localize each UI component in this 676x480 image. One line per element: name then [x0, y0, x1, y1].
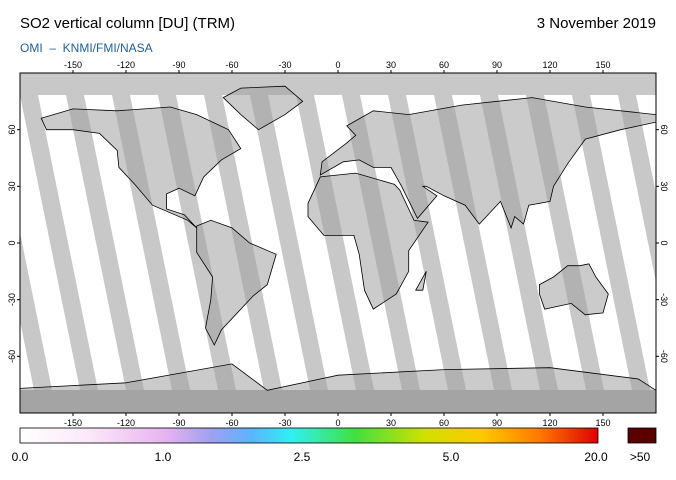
lon-label-bottom: -150: [64, 418, 82, 428]
lat-label-left: -30: [7, 293, 17, 306]
colorbar-overflow-label: >50: [630, 450, 651, 464]
lon-label-top: 60: [439, 60, 449, 70]
lon-label-top: 30: [386, 60, 396, 70]
orbit-gap: [66, 95, 144, 390]
colorbar-label: 1.0: [155, 450, 172, 464]
lon-label-top: -30: [278, 60, 291, 70]
lat-label-right: 30: [659, 181, 669, 191]
land: [20, 85, 656, 413]
lat-label-right: -30: [659, 293, 669, 306]
lon-label-top: 150: [595, 60, 610, 70]
landmass: [40, 106, 242, 229]
lat-label-right: -60: [659, 350, 669, 363]
date: 3 November 2019: [537, 15, 656, 32]
orbit-gap: [0, 95, 6, 390]
orbit-gap: [572, 95, 650, 390]
landmass: [20, 363, 656, 413]
lon-label-top: 90: [492, 60, 502, 70]
lon-label-bottom: -60: [225, 418, 238, 428]
colorbar-label: 2.5: [294, 450, 311, 464]
lat-label-left: 60: [7, 125, 17, 135]
ticks: -150 -150 -120 -120 -90 -90 -60 -60 -30 -30 0 0 30 30…: [7, 60, 669, 428]
colorbar-label: 20.0: [584, 450, 608, 464]
orbit-gap: [618, 95, 656, 282]
lon-label-bottom: 60: [439, 418, 449, 428]
landmass: [415, 271, 427, 291]
lon-label-bottom: 120: [542, 418, 557, 428]
lat-label-left: 30: [7, 181, 17, 191]
colorbar-label: 5.0: [443, 450, 460, 464]
lat-label-left: -60: [7, 350, 17, 363]
lon-label-top: 120: [542, 60, 557, 70]
lat-label-left: 0: [7, 240, 17, 245]
colorbar: [19, 427, 599, 444]
lon-label-bottom: 150: [595, 418, 610, 428]
landmass: [196, 219, 277, 346]
lon-label-top: -90: [172, 60, 185, 70]
orbit-gap: [20, 95, 98, 390]
lon-label-top: -150: [64, 60, 82, 70]
lon-label-bottom: 90: [492, 418, 502, 428]
lat-label-right: 0: [659, 240, 669, 245]
lon-label-bottom: -30: [278, 418, 291, 428]
lon-label-top: -120: [117, 60, 135, 70]
colorbar-label: 0.0: [12, 450, 29, 464]
lat-label-right: 60: [659, 125, 669, 135]
orbit-gap: [250, 95, 328, 390]
lon-label-bottom: 0: [335, 418, 340, 428]
map: [0, 73, 656, 413]
landmass: [319, 97, 656, 230]
credit: OMI – KNMI/FMI/NASA: [20, 41, 153, 55]
landmass: [307, 172, 429, 310]
orbit-gap: [296, 95, 374, 390]
landmass: [222, 85, 304, 131]
lon-label-bottom: -90: [172, 418, 185, 428]
lon-label-top: -60: [225, 60, 238, 70]
lon-label-bottom: 30: [386, 418, 396, 428]
lon-label-bottom: -120: [117, 418, 135, 428]
lon-label-top: 0: [335, 60, 340, 70]
landmass: [539, 263, 609, 316]
colorbar-overflow: [627, 427, 657, 444]
orbit-gap: [20, 232, 52, 390]
title: SO2 vertical column [DU] (TRM): [20, 15, 235, 32]
